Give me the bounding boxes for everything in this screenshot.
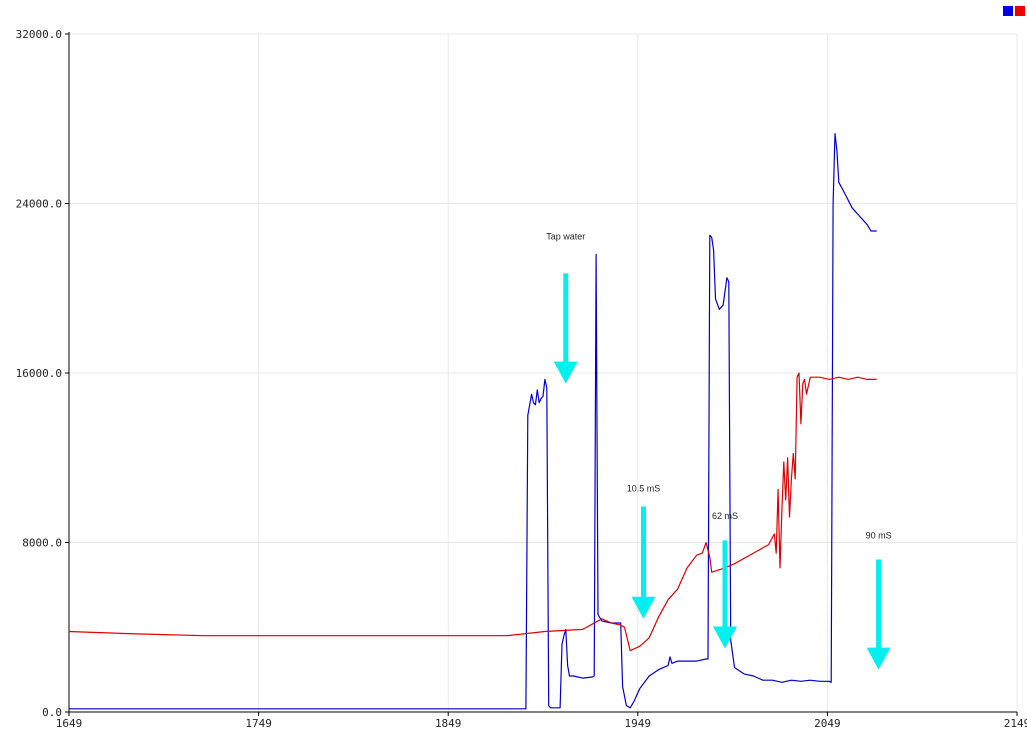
y-tick-label: 8000.0 (22, 537, 62, 550)
x-tick-label: 1949 (625, 717, 652, 730)
annotation-label: 10.5 mS (627, 484, 661, 494)
x-tick-label: 2149 (1004, 717, 1027, 730)
x-tick-label: 1749 (245, 717, 272, 730)
x-tick-label: 1649 (56, 717, 83, 730)
annotation-arrow-head (553, 361, 578, 384)
annotation-arrow-head (866, 647, 891, 670)
x-tick-label: 2049 (814, 717, 841, 730)
y-tick-label: 16000.0 (16, 367, 62, 380)
x-tick-label: 1849 (435, 717, 462, 730)
y-tick-label: 24000.0 (16, 198, 62, 211)
legend-swatch (1003, 6, 1013, 16)
grid-lines (68, 33, 1018, 713)
annotation-label: 90 mS (866, 530, 892, 540)
annotation-label: Tap water (546, 232, 585, 242)
y-tick-label: 32000.0 (16, 28, 62, 41)
annotation-label: 62 mS (712, 511, 738, 521)
y-tick-label: 0.0 (42, 706, 62, 719)
annotations: Tap water 10.5 mS 62 mS 90 mS (546, 232, 892, 670)
series-lines (68, 133, 877, 710)
axes: 0.0 8000.0 16000.0 24000.0 32000.0 1649 1749 18… (16, 28, 1027, 730)
annotation-arrow-head (713, 626, 738, 649)
annotation-arrow-head (631, 596, 656, 619)
series-line-2 (68, 372, 877, 652)
series-line-1 (69, 133, 877, 710)
legend-swatch (1015, 6, 1025, 16)
